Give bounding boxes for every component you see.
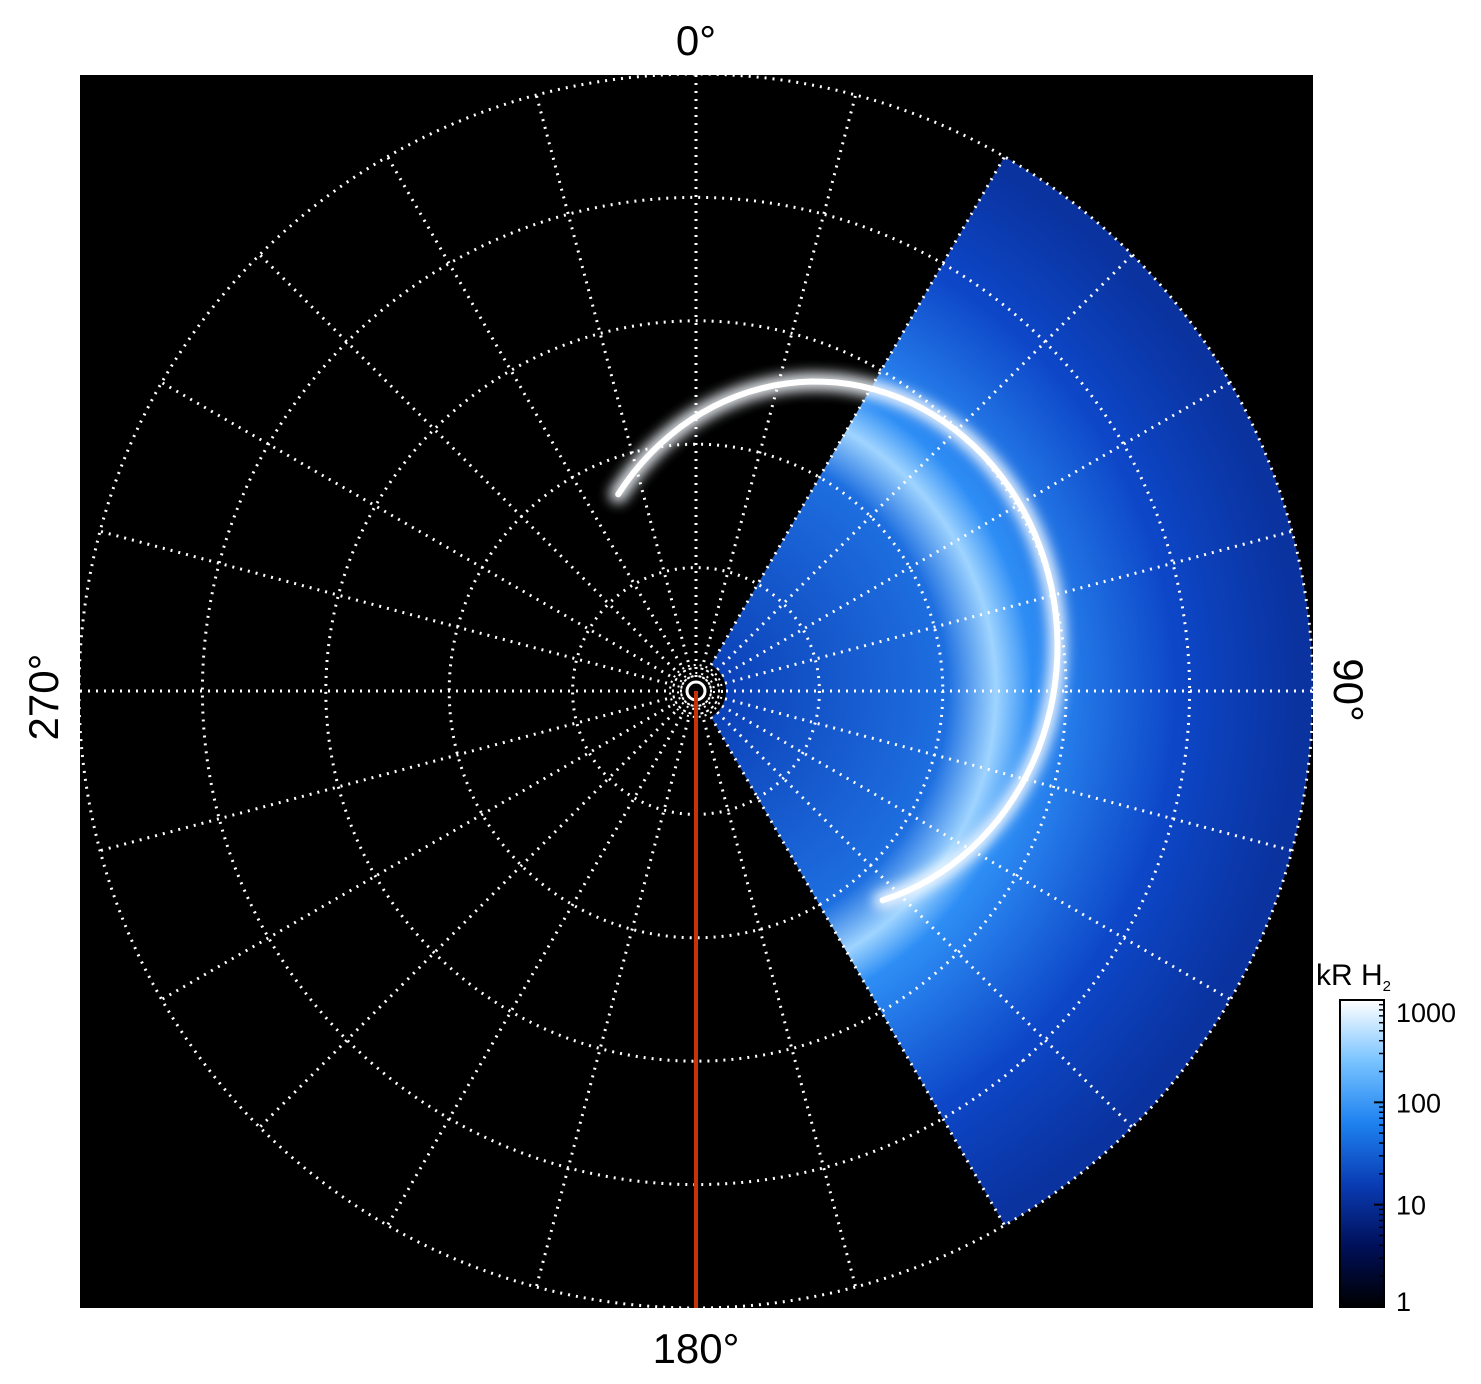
colorbar-title: kR H2 <box>1316 959 1391 995</box>
main-auroral-oval-core <box>615 378 1061 904</box>
colorbar-tick-label: 10 <box>1396 1191 1426 1221</box>
latitude-ring <box>669 664 723 718</box>
colorbar-gradient <box>1339 999 1385 1308</box>
colorbar-tick-label: 100 <box>1396 1088 1441 1118</box>
colorbar-tick-label: 1 <box>1396 1287 1411 1317</box>
angle-label-180: 180° <box>653 1325 740 1372</box>
latitude-ring <box>200 195 1192 1187</box>
latitude-ring <box>324 319 1068 1063</box>
colorbar: kR H2 1 10 100 1000 <box>1316 959 1456 1317</box>
plot-area <box>80 75 1313 1308</box>
angle-label-270: 270° <box>20 654 67 741</box>
colorbar-tick-label: 1000 <box>1396 998 1456 1028</box>
angle-label-0: 0° <box>676 17 716 64</box>
colorbar-ticks: 1 10 100 1000 <box>1374 998 1456 1317</box>
latitude-ring <box>677 672 715 710</box>
observed-emission-sector <box>706 156 1313 1226</box>
angle-label-90: 90° <box>1325 658 1372 722</box>
